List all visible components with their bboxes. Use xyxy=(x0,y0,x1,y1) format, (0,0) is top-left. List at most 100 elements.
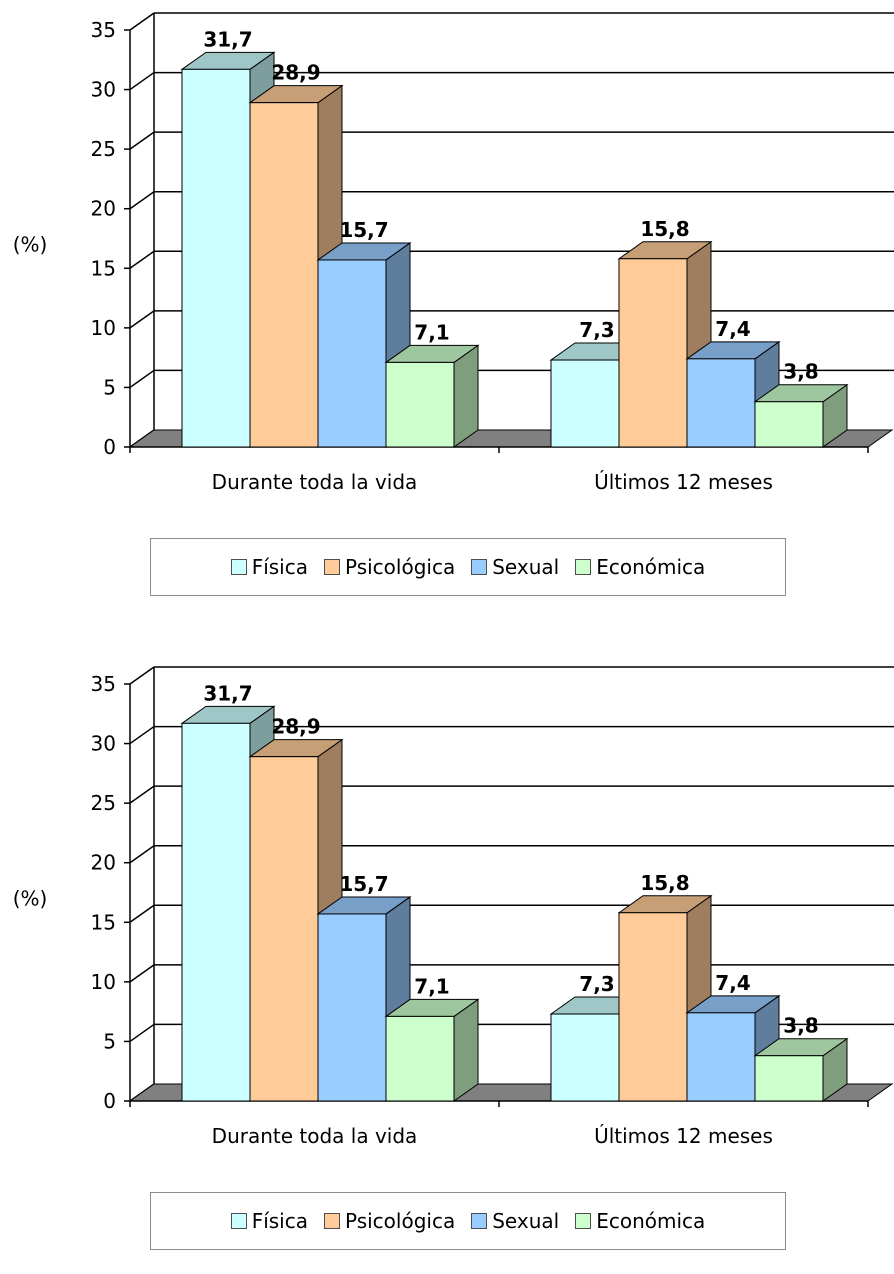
chart0-gridline-side xyxy=(129,191,155,210)
chart0-bar-front xyxy=(249,102,319,448)
chart-top-plot: 0 5 10 15 20 25 30 35 (%) Durante toda la vida Últ… xyxy=(13,12,894,494)
chart0-gridline-side xyxy=(129,131,155,150)
chart0-bar-4-2 xyxy=(753,383,849,448)
chart1-data-label: 15,7 xyxy=(339,872,388,896)
chart1-bar-3-1 xyxy=(316,895,412,1102)
chart1-gridline-side xyxy=(129,725,155,745)
chart0-data-label: 28,9 xyxy=(271,61,320,85)
chart0-legend-swatch xyxy=(471,559,488,575)
chart1-data-label: 28,9 xyxy=(271,715,320,739)
chart1-y-tick-label: 5 xyxy=(103,1029,116,1053)
chart0-gridline-side xyxy=(129,250,155,269)
chart0-gridline-side xyxy=(129,12,155,31)
chart0-gridline-side xyxy=(129,310,155,329)
chart0-gridline-side xyxy=(129,71,155,91)
chart1-y-tick-label: 30 xyxy=(91,732,116,756)
chart1-legend-label: Económica xyxy=(596,1209,706,1233)
chart0-bar-front xyxy=(550,359,620,448)
chart1-gridline-side xyxy=(129,1023,155,1043)
chart0-bar-side xyxy=(453,344,479,448)
chart1-gridline-side xyxy=(129,666,155,685)
chart1-legend-label: Física xyxy=(251,1209,308,1233)
chart1-bar-front xyxy=(385,1015,455,1102)
chart0-legend-label: Económica xyxy=(596,555,706,579)
chart1-bar-4-2 xyxy=(753,1037,849,1102)
chart1-bar-front xyxy=(317,913,387,1102)
chart1-bar-front xyxy=(754,1055,824,1102)
chart1-legend-swatch xyxy=(230,1213,247,1229)
chart0-gridline-side xyxy=(129,369,155,389)
chart-bottom-legend: Física Psicológica Sexual Económica xyxy=(150,1192,786,1250)
chart-bottom-plot: 0 5 10 15 20 25 30 35 (%) Durante toda la vida Últ… xyxy=(13,666,894,1148)
chart1-y-tick-label: 25 xyxy=(91,791,116,815)
chart1-bar-side xyxy=(453,998,479,1102)
chart0-legend-item-3: Sexual xyxy=(471,555,559,579)
chart1-bar-front xyxy=(181,722,251,1102)
chart1-gridline-side xyxy=(129,845,155,864)
chart1-gridline-side xyxy=(129,904,155,923)
chart0-legend-swatch xyxy=(324,559,340,575)
chart1-data-label: 15,8 xyxy=(640,871,689,895)
chart0-data-label: 31,7 xyxy=(203,27,252,51)
chart1-legend-item-1: Física xyxy=(230,1209,308,1233)
chart0-data-label: 3,8 xyxy=(783,360,818,384)
chart1-y-tick-label: 15 xyxy=(91,910,116,934)
chart1-legend-item-4: Económica xyxy=(575,1209,705,1233)
chart1-bar-4-1 xyxy=(384,998,480,1102)
chart0-bar-front xyxy=(385,361,455,448)
chart0-bar-front xyxy=(618,258,688,448)
chart1-y-tick-label: 0 xyxy=(103,1089,116,1113)
chart1-x-category-label: Últimos 12 meses xyxy=(594,1124,773,1148)
chart1-legend-swatch xyxy=(324,1213,340,1229)
chart0-bar-front xyxy=(317,259,387,448)
chart-bottom: 0 5 10 15 20 25 30 35 (%) Durante toda la vida Últ… xyxy=(0,654,894,1274)
chart1-y-tick-label: 35 xyxy=(91,672,116,696)
chart0-bar-front xyxy=(754,401,824,448)
chart0-data-label: 7,4 xyxy=(715,317,750,341)
chart0-y-tick-label: 0 xyxy=(103,435,116,459)
chart0-y-tick-label: 35 xyxy=(91,18,116,42)
chart1-data-label: 31,7 xyxy=(203,681,252,705)
chart0-legend-swatch xyxy=(230,559,247,575)
chart0-data-label: 7,3 xyxy=(579,318,614,342)
chart0-legend-swatch xyxy=(575,559,592,575)
chart1-data-label: 7,1 xyxy=(414,974,449,998)
chart1-gridline-side xyxy=(129,785,155,804)
chart0-y-tick-label: 5 xyxy=(103,375,116,399)
chart0-bar-front xyxy=(686,358,756,448)
chart1-gridline-side xyxy=(129,964,155,983)
chart0-data-label: 7,1 xyxy=(414,320,449,344)
chart0-bar-front xyxy=(181,68,251,448)
chart1-x-category-label: Durante toda la vida xyxy=(212,1124,418,1148)
chart1-bar-front xyxy=(550,1013,620,1102)
chart0-bar-4-1 xyxy=(384,344,480,448)
chart-top: 0 5 10 15 20 25 30 35 (%) Durante toda la vida Últ… xyxy=(0,0,894,620)
chart1-bar-front xyxy=(686,1012,756,1102)
chart0-legend-label: Física xyxy=(251,555,308,579)
chart0-x-category-label: Últimos 12 meses xyxy=(594,470,773,494)
chart-top-legend: Física Psicológica Sexual Económica xyxy=(150,538,786,596)
chart1-bar-front xyxy=(618,912,688,1102)
chart0-y-axis-label: (%) xyxy=(13,232,48,256)
chart0-legend-item-2: Psicológica xyxy=(324,555,455,579)
chart0-y-tick-label: 10 xyxy=(91,316,116,340)
chart1-data-label: 7,3 xyxy=(579,972,614,996)
chart1-legend-item-2: Psicológica xyxy=(324,1209,455,1233)
chart0-legend-item-1: Física xyxy=(230,555,308,579)
chart1-y-tick-label: 10 xyxy=(91,970,116,994)
chart1-legend-label: Sexual xyxy=(492,1209,560,1233)
chart0-data-label: 15,8 xyxy=(640,217,689,241)
chart0-y-tick-label: 30 xyxy=(91,78,116,102)
chart1-legend-item-3: Sexual xyxy=(471,1209,559,1233)
chart1-legend-swatch xyxy=(471,1213,488,1229)
chart0-legend-item-4: Económica xyxy=(575,555,705,579)
chart0-y-tick-label: 15 xyxy=(91,256,116,280)
chart0-legend-label: Sexual xyxy=(492,555,560,579)
chart0-y-tick-label: 20 xyxy=(91,197,116,221)
chart1-data-label: 7,4 xyxy=(715,971,750,995)
chart0-y-tick-label: 25 xyxy=(91,137,116,161)
chart0-x-category-label: Durante toda la vida xyxy=(212,470,418,494)
chart1-legend-swatch xyxy=(575,1213,592,1229)
chart0-legend-label: Psicológica xyxy=(345,555,456,579)
chart1-legend-label: Psicológica xyxy=(345,1209,456,1233)
